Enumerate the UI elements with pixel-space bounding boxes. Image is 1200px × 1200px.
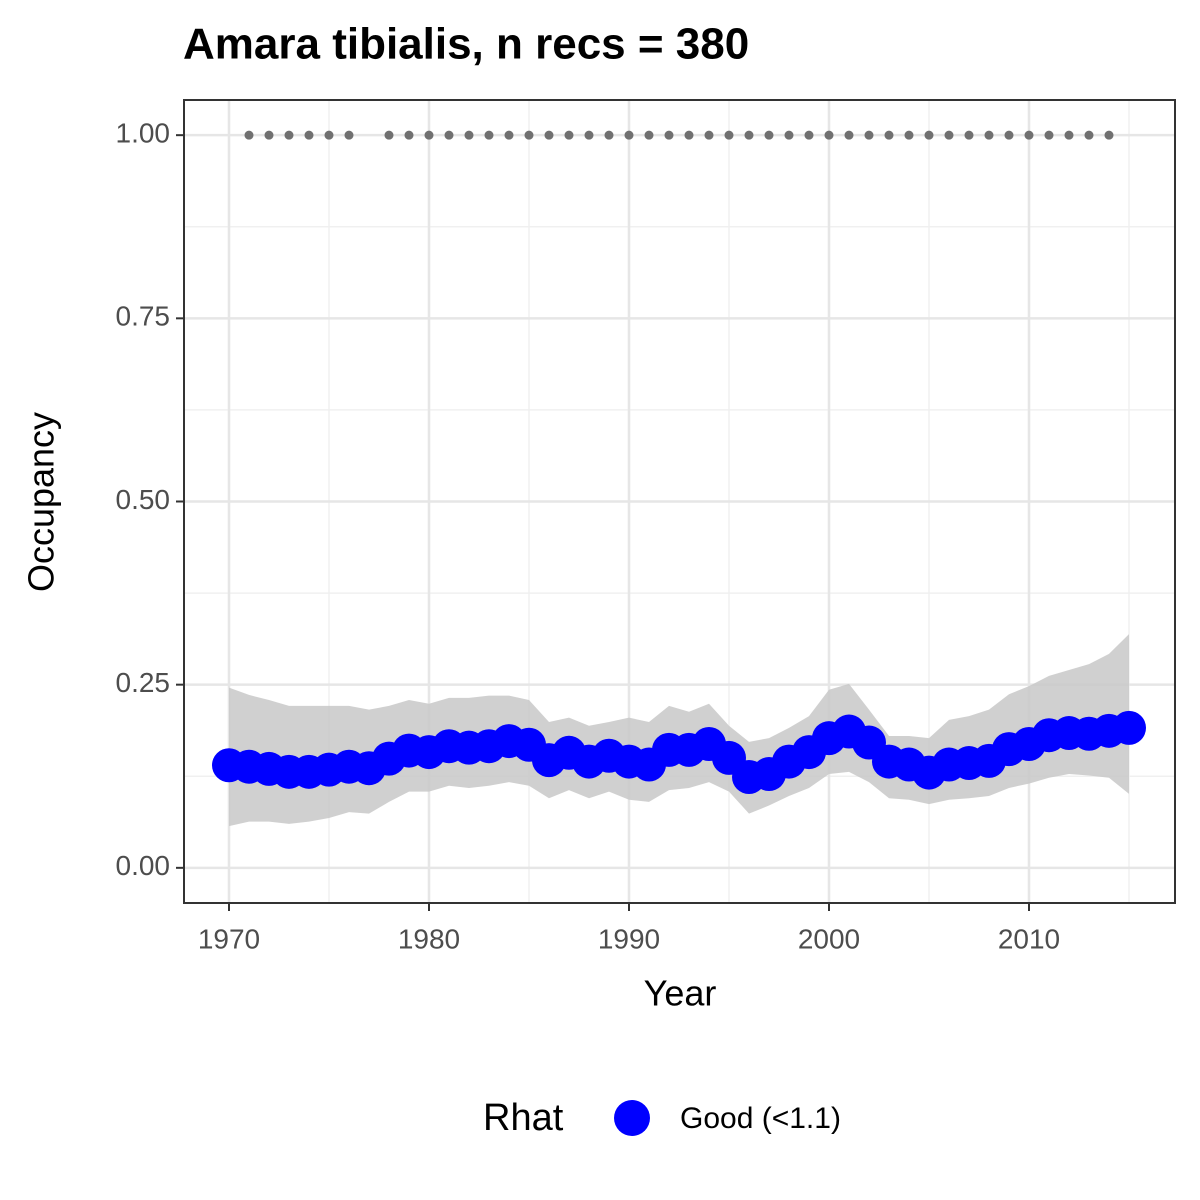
record-dot xyxy=(1024,130,1034,140)
record-dot xyxy=(304,130,314,140)
record-dot xyxy=(384,130,394,140)
record-dot xyxy=(724,130,734,140)
record-dot xyxy=(404,130,414,140)
record-dot xyxy=(1044,130,1054,140)
record-dot xyxy=(444,130,454,140)
record-dot xyxy=(464,130,474,140)
y-tick-label: 0.25 xyxy=(116,667,171,698)
record-dot xyxy=(424,130,434,140)
record-dot xyxy=(1104,130,1114,140)
y-tick-label: 0.75 xyxy=(116,301,171,332)
plot-border xyxy=(183,99,1176,904)
record-dot xyxy=(484,130,494,140)
record-dot xyxy=(984,130,994,140)
record-dot xyxy=(524,130,534,140)
y-tick-label: 1.00 xyxy=(116,118,171,149)
record-dot xyxy=(904,130,914,140)
record-dot xyxy=(784,130,794,140)
x-tick-label: 1980 xyxy=(398,923,460,954)
legend-swatch xyxy=(614,1100,650,1136)
record-dot xyxy=(884,130,894,140)
record-dot xyxy=(764,130,774,140)
record-dot xyxy=(284,130,294,140)
record-dot xyxy=(584,130,594,140)
record-dot xyxy=(844,130,854,140)
record-dot xyxy=(504,130,514,140)
chart-title: Amara tibialis, n recs = 380 xyxy=(183,20,749,69)
record-dot xyxy=(744,130,754,140)
record-dot xyxy=(604,130,614,140)
record-dot xyxy=(924,130,934,140)
record-dot xyxy=(544,130,554,140)
record-dot xyxy=(944,130,954,140)
record-dot xyxy=(1064,130,1074,140)
record-dot xyxy=(264,130,274,140)
record-dot xyxy=(964,130,974,140)
record-dot xyxy=(324,130,334,140)
record-dot xyxy=(564,130,574,140)
record-dot xyxy=(644,130,654,140)
record-dot xyxy=(684,130,694,140)
record-dot xyxy=(244,130,254,140)
x-tick-label: 2000 xyxy=(798,923,860,954)
record-dot xyxy=(864,130,874,140)
record-dot xyxy=(824,130,834,140)
legend-label: Good (<1.1) xyxy=(680,1102,841,1135)
record-dot xyxy=(1004,130,1014,140)
series-point xyxy=(1112,710,1146,745)
x-tick-label: 2010 xyxy=(998,923,1060,954)
record-dot xyxy=(704,130,714,140)
record-dot xyxy=(804,130,814,140)
record-dot xyxy=(624,130,634,140)
y-tick-label: 0.00 xyxy=(116,850,171,881)
legend-title: Rhat xyxy=(483,1097,564,1139)
x-tick-label: 1990 xyxy=(598,923,660,954)
record-dot xyxy=(344,130,354,140)
y-tick-label: 0.50 xyxy=(116,484,171,515)
record-dot xyxy=(1084,130,1094,140)
x-axis-label: Year xyxy=(644,973,717,1014)
y-axis-label: Occupancy xyxy=(21,412,62,592)
x-tick-label: 1970 xyxy=(198,923,260,954)
record-dot xyxy=(664,130,674,140)
